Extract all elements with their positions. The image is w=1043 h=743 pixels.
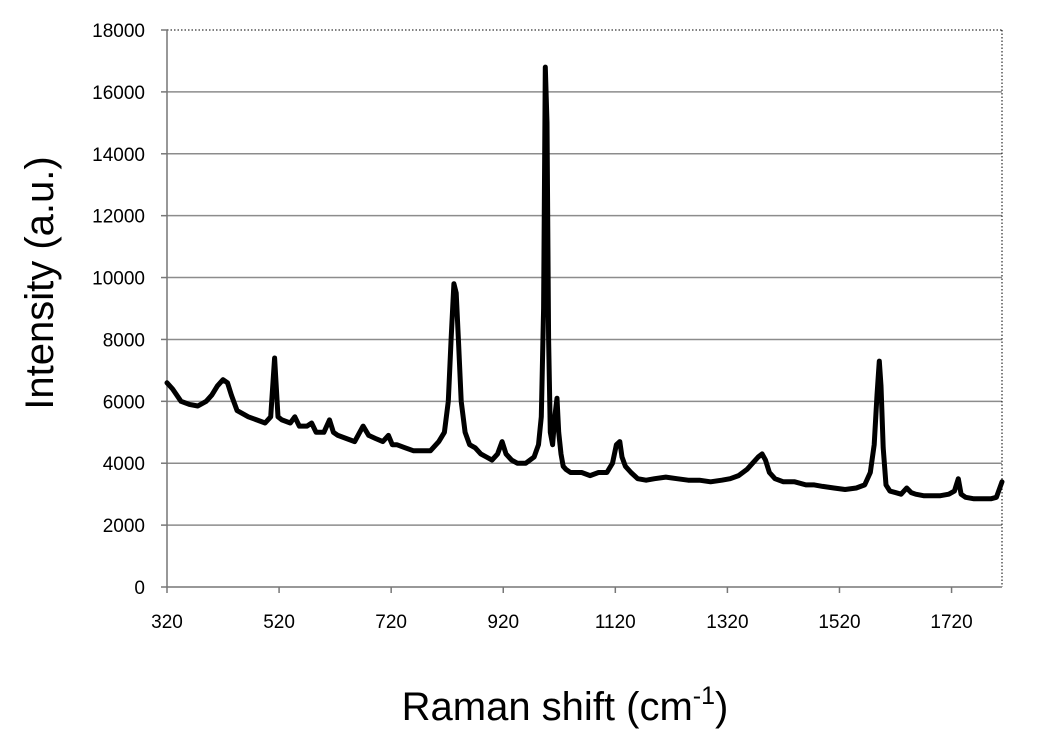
x-tick-label-720: 720 <box>375 612 407 633</box>
x-tick-label-920: 920 <box>487 612 519 633</box>
grid-lines <box>167 91 1002 526</box>
y-tick-label-16000: 16000 <box>92 83 145 104</box>
series-lines <box>164 64 1005 502</box>
y-tick-label-10000: 10000 <box>92 269 145 290</box>
y-axis-ticks: 0 2000 4000 6000 8000 10000 12000 14000 16000 180… <box>92 21 167 599</box>
x-axis-label-superscript: -1 <box>693 682 715 710</box>
x-tick-label-520: 520 <box>263 612 295 633</box>
x-tick-label-1320: 1320 <box>706 612 748 633</box>
series-line-0 <box>164 64 1005 502</box>
y-tick-label-12000: 12000 <box>92 207 145 228</box>
x-tick-label-1720: 1720 <box>930 612 972 633</box>
y-tick-label-6000: 6000 <box>103 392 145 413</box>
x-axis-label-main: Raman shift (cm <box>402 685 693 729</box>
y-tick-label-4000: 4000 <box>103 454 145 475</box>
y-tick-label-14000: 14000 <box>92 145 145 166</box>
y-tick-label-0: 0 <box>134 578 145 599</box>
x-axis-label: Raman shift (cm-1) <box>402 682 729 729</box>
y-tick-label-18000: 18000 <box>92 21 145 42</box>
x-axis-label-suffix: ) <box>715 685 728 729</box>
x-tick-label-320: 320 <box>151 612 183 633</box>
plot-frame <box>166 29 1003 588</box>
x-axis-ticks: 320 520 720 920 1120 1320 1520 1720 <box>151 587 973 633</box>
x-tick-label-1520: 1520 <box>818 612 860 633</box>
y-axis-label: Intensity (a.u.) <box>18 156 62 409</box>
y-tick-label-8000: 8000 <box>103 330 145 351</box>
x-tick-label-1120: 1120 <box>595 612 636 633</box>
y-tick-label-2000: 2000 <box>103 516 145 537</box>
